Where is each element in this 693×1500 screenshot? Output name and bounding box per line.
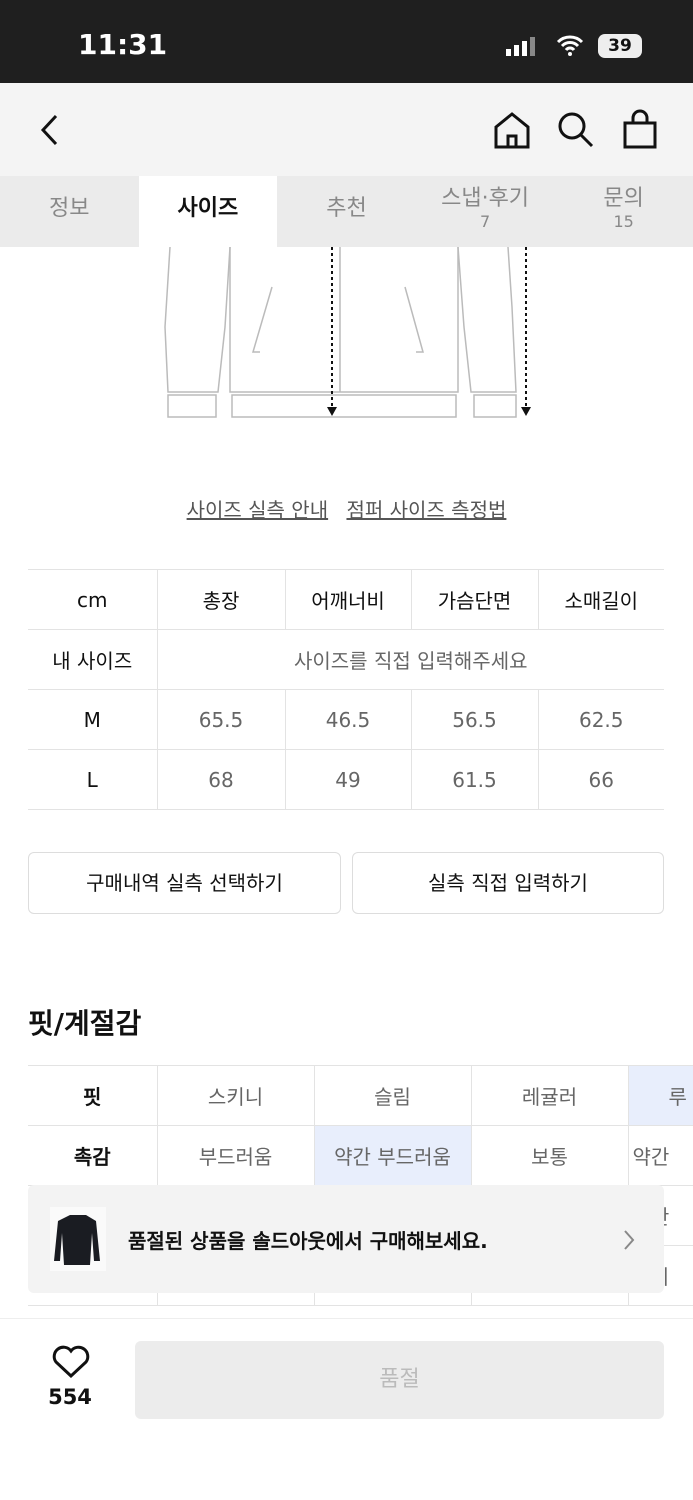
chevron-left-icon[interactable] <box>38 113 62 147</box>
size-label: M <box>28 689 157 750</box>
my-size-input[interactable]: 사이즈를 직접 입력해주세요 <box>156 629 664 690</box>
heart-icon[interactable] <box>52 1345 90 1379</box>
size-guide-link[interactable]: 사이즈 실측 안내 <box>186 498 329 522</box>
tab-count: 7 <box>479 212 491 231</box>
battery-icon: 39 <box>598 34 642 58</box>
status-bar: 11:31 39 <box>0 0 693 83</box>
fit-section-title: 핏/계절감 <box>28 1007 142 1040</box>
texture-option: 약간 <box>627 1125 693 1186</box>
header-cell: 어깨너비 <box>284 569 411 630</box>
like-count: 554 <box>48 1385 92 1409</box>
wifi-icon <box>556 35 584 56</box>
cell: 61.5 <box>410 749 538 810</box>
battery-level: 39 <box>608 36 632 56</box>
header <box>0 83 693 176</box>
direct-input-button[interactable]: 실측 직접 입력하기 <box>352 852 664 914</box>
fit-row: 핏 스키니 슬림 레귤러 루 <box>28 1065 693 1126</box>
chevron-right-icon <box>624 1230 635 1250</box>
tab-label: 추천 <box>326 196 367 221</box>
table-row: L 68 49 61.5 66 <box>28 749 664 810</box>
tab-recommend[interactable]: 추천 <box>277 176 416 247</box>
jacket-thumbnail <box>50 1207 106 1271</box>
row-label: 촉감 <box>28 1125 157 1186</box>
sold-out-button[interactable]: 품절 <box>135 1341 664 1419</box>
my-size-row: 내 사이즈 사이즈를 직접 입력해주세요 <box>28 629 664 690</box>
fit-option: 레귤러 <box>470 1065 628 1126</box>
cell: 66 <box>537 749 664 810</box>
home-icon[interactable] <box>492 110 532 150</box>
tab-count: 15 <box>613 212 634 231</box>
size-links: 사이즈 실측 안내 점퍼 사이즈 측정법 <box>0 494 693 523</box>
tab-info[interactable]: 정보 <box>0 176 139 247</box>
table-header-row: cm 총장 어깨너비 가슴단면 소매길이 <box>28 569 664 630</box>
header-cell: 가슴단면 <box>410 569 538 630</box>
cell: 49 <box>284 749 411 810</box>
tab-label: 문의 <box>603 186 644 211</box>
header-cell: 소매길이 <box>537 569 664 630</box>
texture-option-selected: 약간 부드러움 <box>313 1125 471 1186</box>
banner-text: 품절된 상품을 솔드아웃에서 구매해보세요. <box>128 1229 488 1253</box>
my-size-label: 내 사이즈 <box>28 629 157 690</box>
row-label: 핏 <box>28 1065 157 1126</box>
purchase-history-button[interactable]: 구매내역 실측 선택하기 <box>28 852 341 914</box>
cell: 68 <box>156 749 285 810</box>
size-label: L <box>28 749 157 810</box>
header-cell: cm <box>28 569 157 630</box>
search-icon[interactable] <box>557 111 595 149</box>
header-cell: 총장 <box>156 569 285 630</box>
texture-option: 부드러움 <box>156 1125 314 1186</box>
tab-label: 사이즈 <box>177 196 239 221</box>
jacket-size-diagram <box>164 247 531 418</box>
status-time: 11:31 <box>78 28 168 61</box>
fit-option: 슬림 <box>313 1065 471 1126</box>
tab-snap-review[interactable]: 스냅·후기 7 <box>416 176 555 247</box>
tab-bar: 정보 사이즈 추천 스냅·후기 7 문의 15 <box>0 176 693 247</box>
tab-inquiry[interactable]: 문의 15 <box>554 176 693 247</box>
size-table: cm 총장 어깨너비 가슴단면 소매길이 내 사이즈 사이즈를 직접 입력해주세… <box>28 569 664 810</box>
table-row: M 65.5 46.5 56.5 62.5 <box>28 689 664 750</box>
soldout-banner[interactable]: 품절된 상품을 솔드아웃에서 구매해보세요. <box>28 1185 664 1293</box>
cell: 56.5 <box>410 689 538 750</box>
texture-option: 보통 <box>470 1125 628 1186</box>
signal-icon <box>506 36 535 56</box>
cell: 46.5 <box>284 689 411 750</box>
cell: 62.5 <box>537 689 664 750</box>
fit-option: 스키니 <box>156 1065 314 1126</box>
shopping-bag-icon[interactable] <box>622 109 658 149</box>
texture-row: 촉감 부드러움 약간 부드러움 보통 약간 <box>28 1125 693 1186</box>
tab-label: 정보 <box>49 196 90 221</box>
bottom-bar: 554 품절 <box>0 1318 693 1500</box>
cell: 65.5 <box>156 689 285 750</box>
tab-size[interactable]: 사이즈 <box>138 176 278 247</box>
fit-option-selected: 루 <box>627 1065 693 1126</box>
tab-label: 스냅·후기 <box>441 186 530 211</box>
measure-method-link[interactable]: 점퍼 사이즈 측정법 <box>346 498 507 522</box>
